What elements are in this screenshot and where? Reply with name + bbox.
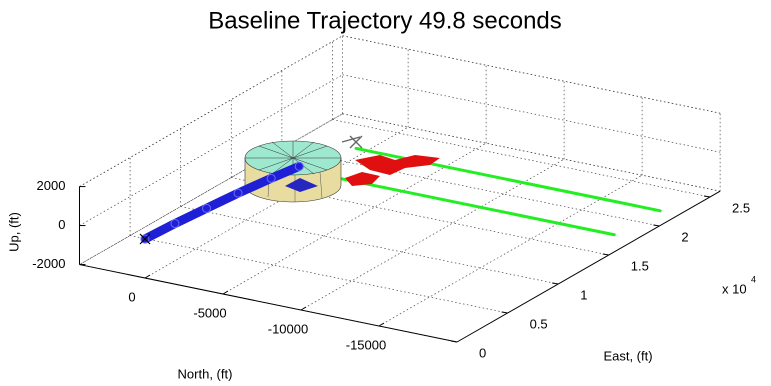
aircraft-shadow: [285, 178, 318, 192]
trajectory-point: [140, 234, 150, 244]
aircraft: [355, 155, 440, 175]
x-tick-label: 0: [128, 289, 135, 304]
grid-line: [332, 119, 711, 198]
grid-line: [281, 148, 660, 227]
x-tick-label: -15000: [346, 337, 386, 352]
z-tick-label: -2000: [32, 256, 65, 271]
plot-area: [78, 35, 721, 343]
z-axis-label: Up, (ft): [6, 212, 21, 252]
cylinder-spokes: [245, 141, 341, 175]
tick-mark: [703, 195, 711, 198]
tick-mark: [144, 274, 151, 279]
trajectory: [140, 161, 304, 244]
tick-mark: [653, 224, 660, 227]
start-marker: [139, 233, 151, 245]
tick-mark: [602, 253, 609, 256]
grid-line: [378, 174, 643, 327]
x-tick-label: -5000: [193, 305, 226, 320]
grid-line: [79, 35, 343, 187]
grid-line: [342, 74, 721, 153]
y-tick-label: 1: [580, 287, 587, 302]
y-axis-label: East, (ft): [603, 348, 652, 363]
grid-line: [144, 126, 409, 279]
trajectory-point: [233, 188, 243, 198]
y-tick-label: 2.5: [732, 200, 750, 215]
trajectory-point: [202, 203, 212, 213]
y-tick-label: 0: [479, 345, 486, 360]
trajectory-point: [266, 173, 276, 183]
runway-line: [339, 177, 616, 237]
tick-mark: [300, 306, 307, 311]
z-tick-label: 2000: [37, 178, 66, 193]
tick-mark: [378, 322, 385, 327]
decorations: [139, 135, 440, 245]
chart-title: Baseline Trajectory 49.8 seconds: [208, 7, 562, 34]
grid-line: [180, 206, 559, 285]
y-tick-label: 1.5: [631, 258, 649, 273]
y-axis-line: [456, 190, 721, 343]
trajectory-point: [294, 161, 304, 171]
grid-line: [300, 158, 565, 311]
grid-line: [222, 142, 487, 295]
x-axis-line: [79, 264, 458, 343]
y-tick-label: 2: [681, 229, 688, 244]
grid-line: [342, 113, 721, 192]
z-tick-label: 0: [58, 217, 65, 232]
box-edge: [79, 113, 343, 265]
grid-line: [79, 74, 343, 226]
x-tick-label: -10000: [268, 321, 308, 336]
tick-mark: [222, 290, 229, 295]
trajectory-point: [170, 219, 180, 229]
runway-line: [354, 146, 662, 213]
target-marker: [341, 135, 363, 149]
y-tick-label: 0.5: [530, 316, 548, 331]
grid-line: [79, 113, 343, 265]
aircraft: [345, 172, 380, 186]
axis-exponent: x 10: [722, 281, 747, 296]
x-axis-label: North, (ft): [178, 366, 233, 381]
tick-mark: [552, 282, 559, 285]
grid-line: [130, 235, 508, 314]
tick-mark: [501, 311, 508, 314]
axis-exponent-power: 4: [751, 274, 756, 284]
grid-line: [342, 35, 721, 114]
